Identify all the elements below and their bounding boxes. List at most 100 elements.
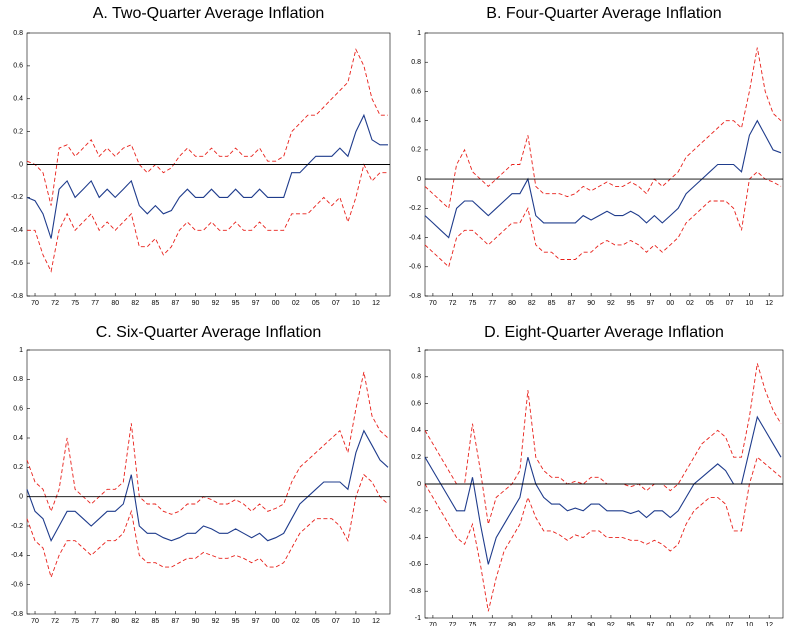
x-tick-label: 82 <box>528 300 536 307</box>
y-tick-label: 0.8 <box>13 376 23 383</box>
x-tick-label: 10 <box>352 300 360 307</box>
y-tick-label: -0.4 <box>11 552 23 559</box>
x-tick-label: 75 <box>469 622 477 626</box>
y-tick-label: -0.8 <box>409 293 421 300</box>
data-line <box>424 456 782 612</box>
y-tick-label: 0.6 <box>13 406 23 413</box>
x-tick-label: 70 <box>31 300 39 307</box>
chart-title: B. Four-Quarter Average Inflation <box>486 5 721 22</box>
y-tick-label: 0.6 <box>411 88 421 95</box>
x-tick-label: 10 <box>352 618 360 625</box>
x-tick-label: 80 <box>508 300 516 307</box>
x-tick-label: 87 <box>172 618 180 625</box>
y-tick-label: 0.2 <box>411 147 421 154</box>
x-tick-label: 10 <box>745 300 753 307</box>
x-tick-label: 00 <box>666 622 674 626</box>
y-tick-label: -0.6 <box>409 561 421 568</box>
x-tick-label: 92 <box>607 300 615 307</box>
x-tick-label: 80 <box>111 618 119 625</box>
x-tick-label: 87 <box>172 300 180 307</box>
y-tick-label: -0.2 <box>11 194 23 201</box>
y-tick-label: -0.8 <box>409 588 421 595</box>
y-tick-label: 0.8 <box>411 59 421 66</box>
x-tick-label: 92 <box>212 618 220 625</box>
y-tick-label: 1 <box>417 30 421 37</box>
x-tick-label: 00 <box>272 618 280 625</box>
x-tick-label: 85 <box>151 618 159 625</box>
x-tick-label: 07 <box>332 618 340 625</box>
x-tick-label: 02 <box>686 300 694 307</box>
y-tick-label: 0.2 <box>13 128 23 135</box>
data-line <box>424 415 782 565</box>
x-tick-label: 72 <box>51 618 59 625</box>
data-line <box>26 48 388 206</box>
x-tick-label: 95 <box>627 622 635 626</box>
x-tick-label: 72 <box>449 622 457 626</box>
y-tick-label: 0.4 <box>411 427 421 434</box>
y-tick-label: 0.4 <box>13 435 23 442</box>
x-tick-label: 12 <box>372 300 380 307</box>
x-tick-label: 90 <box>587 622 595 626</box>
y-tick-label: -0.2 <box>409 205 421 212</box>
x-tick-label: 72 <box>51 300 59 307</box>
x-tick-label: 75 <box>469 300 477 307</box>
plot-frame <box>424 32 784 297</box>
x-tick-label: 82 <box>131 300 139 307</box>
x-tick-label: 72 <box>449 300 457 307</box>
y-tick-label: -0.6 <box>409 264 421 271</box>
x-tick-label: 77 <box>488 622 496 626</box>
x-tick-label: 87 <box>567 300 575 307</box>
y-tick-label: -0.4 <box>409 234 421 241</box>
data-line <box>424 47 782 210</box>
data-line <box>26 371 389 515</box>
data-line <box>26 113 388 239</box>
x-tick-label: 12 <box>765 300 773 307</box>
data-line <box>424 363 782 525</box>
x-tick-label: 80 <box>111 300 119 307</box>
x-tick-label: 90 <box>192 618 200 625</box>
x-tick-label: 07 <box>332 300 340 307</box>
y-tick-label: -0.2 <box>11 523 23 530</box>
x-tick-label: 95 <box>232 300 240 307</box>
x-tick-label: 07 <box>726 300 734 307</box>
plot-frame <box>26 349 391 615</box>
chart-title: D. Eight-Quarter Average Inflation <box>484 324 724 341</box>
y-tick-label: -0.6 <box>11 582 23 589</box>
x-tick-label: 87 <box>567 622 575 626</box>
x-tick-label: 70 <box>429 622 437 626</box>
x-tick-label: 07 <box>726 622 734 626</box>
data-line <box>26 429 389 543</box>
y-tick-label: -0.4 <box>11 227 23 234</box>
x-tick-label: 90 <box>587 300 595 307</box>
x-tick-label: 77 <box>91 300 99 307</box>
chart-title: C. Six-Quarter Average Inflation <box>96 324 322 341</box>
x-tick-label: 97 <box>252 300 260 307</box>
x-tick-label: 05 <box>706 622 714 626</box>
x-tick-label: 85 <box>151 300 159 307</box>
y-tick-label: 0 <box>19 494 23 501</box>
x-tick-label: 05 <box>312 618 320 625</box>
x-tick-label: 02 <box>686 622 694 626</box>
y-tick-label: 0.2 <box>13 464 23 471</box>
y-tick-label: 1 <box>417 347 421 354</box>
x-tick-label: 75 <box>71 618 79 625</box>
data-line <box>424 119 782 239</box>
data-line <box>26 473 389 579</box>
x-tick-label: 75 <box>71 300 79 307</box>
x-tick-label: 00 <box>666 300 674 307</box>
y-tick-label: -1 <box>415 615 421 622</box>
x-tick-label: 05 <box>312 300 320 307</box>
data-line <box>27 163 388 273</box>
y-tick-label: 0.2 <box>411 454 421 461</box>
y-tick-label: -0.8 <box>11 293 23 300</box>
x-tick-label: 00 <box>272 300 280 307</box>
x-tick-label: 12 <box>372 618 380 625</box>
y-tick-label: 0 <box>19 161 23 168</box>
x-tick-label: 82 <box>131 618 139 625</box>
y-tick-label: 1 <box>19 347 23 354</box>
y-tick-label: 0.4 <box>411 118 421 125</box>
x-tick-label: 97 <box>647 300 655 307</box>
y-tick-label: -0.8 <box>11 611 23 618</box>
x-tick-label: 02 <box>292 300 300 307</box>
